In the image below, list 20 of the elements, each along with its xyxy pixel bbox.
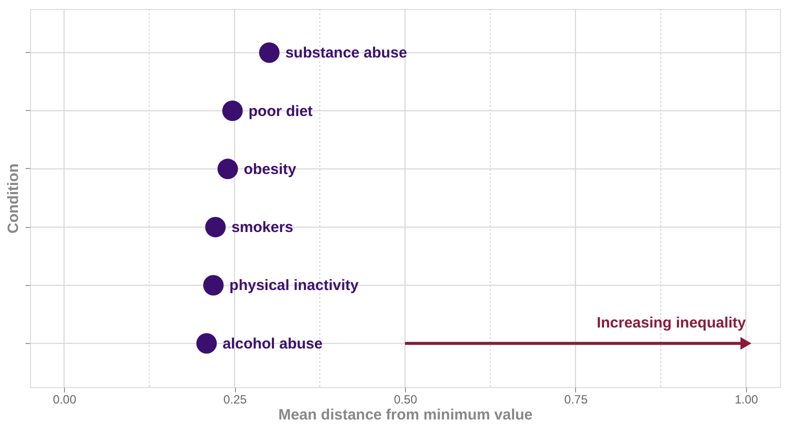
y-tick-label: obesity <box>244 160 297 178</box>
x-tick-label: 0.25 <box>223 392 248 406</box>
x-tick-label: 0.75 <box>564 392 588 406</box>
point <box>259 42 280 63</box>
x-tick-label: 0.50 <box>394 392 418 406</box>
y-tick-label: smokers <box>231 219 294 236</box>
annotation: Increasing inequality <box>596 314 747 332</box>
y-tick-label: poor diet <box>248 102 313 120</box>
point <box>203 275 224 296</box>
point <box>217 158 238 180</box>
point <box>205 216 226 238</box>
x-tick-label: 0.00 <box>52 392 77 406</box>
x-tick-label: 1.00 <box>734 392 758 406</box>
y-axis-title: Condition <box>5 164 22 234</box>
point <box>222 100 243 121</box>
y-tick-label: physical inactivity <box>229 277 360 294</box>
y-tick-label: substance abuse <box>285 44 408 62</box>
y-tick-label: alcohol abuse <box>222 335 323 352</box>
x-axis-title: Mean distance from minimum value <box>278 406 533 424</box>
point <box>196 333 217 354</box>
